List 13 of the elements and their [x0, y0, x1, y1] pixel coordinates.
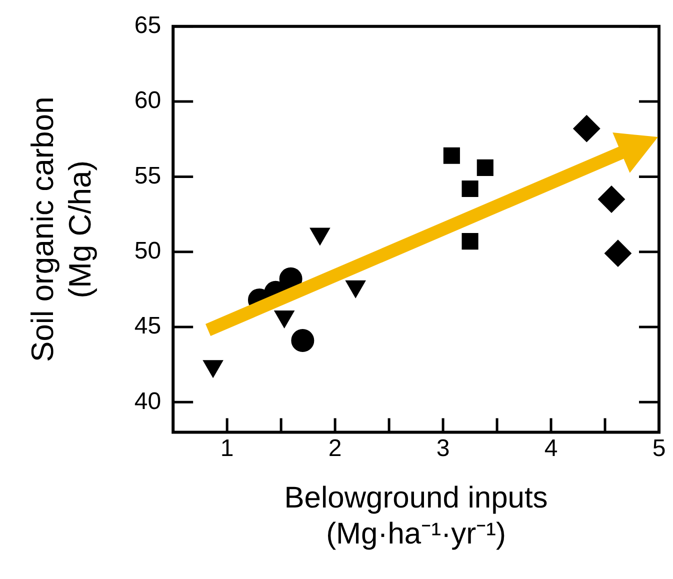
x-tick-label: 4 [544, 435, 558, 462]
x-tick-label: 1 [220, 435, 234, 462]
x-tick-label: 5 [652, 435, 666, 462]
y-tick-label: 45 [134, 312, 162, 340]
y-tick-label: 55 [134, 162, 162, 190]
y-tick-label: 40 [134, 388, 162, 415]
y-tick-label: 65 [134, 12, 162, 40]
y-tick-label: 50 [134, 237, 162, 264]
y-axis-title: Soil organic carbon (Mg C/ha) [25, 96, 98, 362]
x-axis-title: Belowground inputs (Mg·ha⁻¹·yr⁻¹) [284, 481, 548, 550]
y-tick-label: 60 [134, 87, 162, 114]
x-tick-label: 2 [328, 435, 342, 462]
x-tick-label: 3 [436, 435, 450, 462]
